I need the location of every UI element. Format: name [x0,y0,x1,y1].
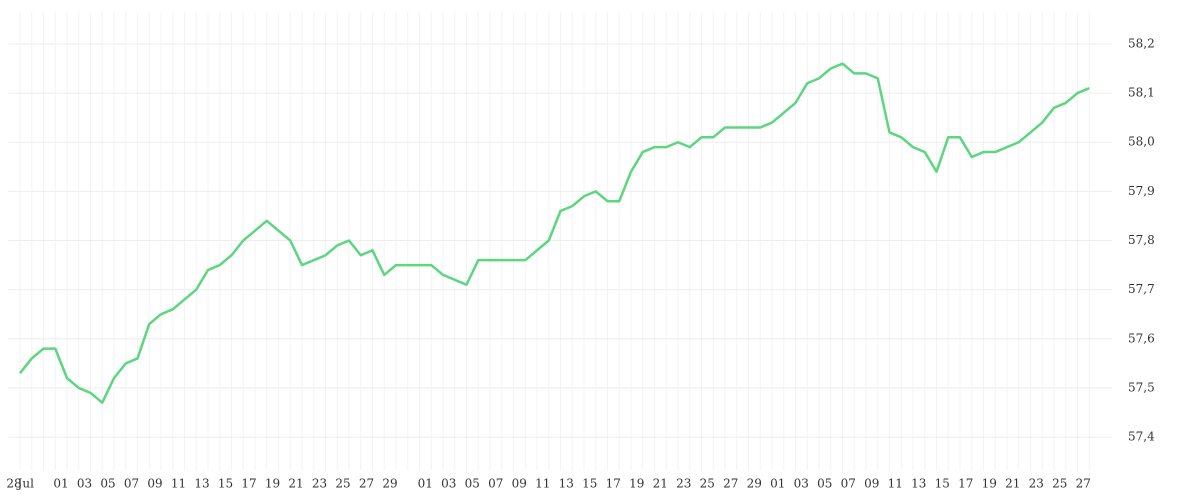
x-tick-label: 15 [218,477,233,491]
x-tick-label: 27 [723,477,738,491]
y-tick-label: 57,6 [1128,331,1155,345]
x-tick-label: 11 [535,477,550,491]
x-tick-label: Jul [16,477,35,491]
x-tick-label: 25 [335,477,350,491]
x-tick-label: 19 [629,477,644,491]
x-tick-label: 11 [888,477,903,491]
x-tick-label: 19 [265,477,280,491]
y-tick-label: 58,0 [1128,135,1155,149]
y-tick-label: 57,5 [1128,380,1155,394]
x-tick-label: 17 [241,477,256,491]
x-tick-label: 13 [194,477,209,491]
y-tick-label: 57,4 [1128,430,1155,444]
x-tick-label: 13 [911,477,926,491]
x-tick-label: 17 [606,477,621,491]
x-tick-label: 05 [817,477,832,491]
y-tick-label: 57,7 [1128,282,1155,296]
x-tick-label: 01 [53,477,68,491]
x-tick-label: 19 [982,477,997,491]
x-tick-label: 25 [1052,477,1067,491]
y-tick-label: 57,8 [1128,233,1155,247]
x-tick-label: 01 [418,477,433,491]
y-tick-label: 58,2 [1128,36,1155,50]
x-tick-label: 09 [147,477,162,491]
x-tick-label: 29 [747,477,762,491]
x-tick-label: 23 [676,477,691,491]
x-tick-label: 13 [559,477,574,491]
y-tick-label: 58,1 [1128,86,1155,100]
x-tick-label: 15 [935,477,950,491]
x-tick-label: 09 [512,477,527,491]
x-tick-label: 03 [441,477,456,491]
x-tick-label: 29 [382,477,397,491]
x-tick-label: 07 [124,477,139,491]
x-tick-label: 27 [1076,477,1091,491]
x-tick-label: 25 [700,477,715,491]
x-tick-label: 05 [100,477,115,491]
x-tick-label: 23 [312,477,327,491]
x-tick-label: 28 [6,477,21,491]
x-tick-label: 03 [77,477,92,491]
x-tick-label: 01 [770,477,785,491]
x-tick-label: 05 [465,477,480,491]
x-tick-label: 11 [171,477,186,491]
x-tick-label: 03 [794,477,809,491]
x-tick-label: 09 [864,477,879,491]
data-line [19,62,1090,404]
x-tick-label: 27 [359,477,374,491]
x-tick-label: 21 [288,477,303,491]
x-tick-label: 17 [958,477,973,491]
x-tick-label: 15 [582,477,597,491]
x-tick-label: 23 [1029,477,1044,491]
y-tick-label: 57,9 [1128,184,1155,198]
x-tick-label: 21 [1005,477,1020,491]
x-tick-label: 07 [488,477,503,491]
x-tick-label: 21 [653,477,668,491]
x-tick-label: 07 [841,477,856,491]
